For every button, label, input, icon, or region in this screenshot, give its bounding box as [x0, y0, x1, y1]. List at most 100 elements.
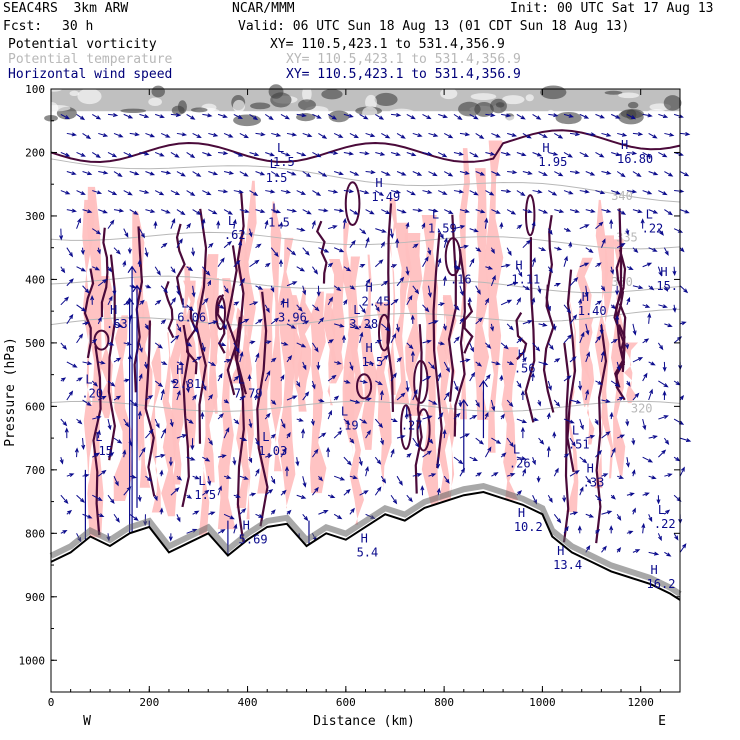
wind-vector — [642, 418, 647, 431]
extremum-value-label: 1.03 — [258, 444, 287, 458]
stratosphere-texture — [250, 102, 271, 110]
wind-vector — [218, 151, 229, 156]
extremum-type-label: L — [95, 430, 102, 444]
wind-vector — [365, 465, 369, 477]
wind-vector — [343, 151, 354, 156]
pv-contour — [234, 316, 245, 542]
wind-vector — [563, 304, 572, 314]
wind-vector — [82, 285, 90, 294]
wind-vector — [342, 217, 347, 229]
wind-vector — [673, 380, 681, 386]
wind-vector — [626, 189, 638, 194]
wind-vector — [217, 454, 227, 459]
wind-vector — [66, 171, 77, 176]
wind-vector — [396, 392, 406, 401]
wind-vector — [422, 415, 433, 420]
wind-vector — [664, 323, 673, 328]
wind-vector — [459, 358, 471, 363]
wind-vector — [679, 543, 687, 553]
tropopause-pv-contour — [50, 129, 681, 163]
extremum-type-label: H — [243, 519, 250, 533]
wind-vector — [60, 152, 71, 157]
wind-vector — [186, 418, 194, 424]
wind-vector — [490, 274, 496, 286]
wind-vector — [422, 189, 433, 194]
wind-vector — [249, 340, 256, 345]
wind-vector — [113, 208, 125, 213]
stratosphere-texture — [447, 110, 456, 126]
wind-vector — [485, 265, 494, 270]
stratosphere-texture — [645, 108, 667, 120]
extremum-value-label: .51 — [568, 437, 590, 451]
wind-vector — [422, 339, 432, 344]
wind-vector — [656, 495, 661, 505]
wind-vector — [453, 380, 459, 392]
pink-plume — [601, 235, 615, 479]
wind-vector — [312, 266, 319, 275]
wind-vector — [475, 247, 482, 252]
wind-vector — [239, 395, 246, 401]
wind-vector — [485, 113, 496, 118]
wind-vector — [673, 494, 682, 502]
pink-plume — [217, 278, 236, 530]
wind-vector — [160, 242, 168, 249]
theta-contour — [50, 158, 681, 203]
wind-vector — [680, 131, 691, 136]
wind-vector — [420, 485, 425, 496]
legend-wind-xy: XY= 110.5,423.1 to 531.4,356.9 — [286, 67, 521, 82]
wind-vector — [585, 434, 596, 439]
wind-vector — [176, 514, 181, 523]
extremum-type-label: H — [542, 141, 549, 155]
wind-vector — [595, 449, 603, 458]
wind-vector — [280, 341, 289, 346]
wind-vector — [113, 437, 123, 444]
wind-vector — [207, 393, 214, 401]
wind-vector — [343, 379, 351, 384]
wind-vector — [66, 208, 77, 213]
wind-vector — [475, 472, 482, 477]
wind-vector — [66, 361, 78, 368]
wind-vector — [239, 277, 246, 287]
wind-vector — [248, 418, 253, 429]
wind-vector — [459, 317, 464, 325]
pv-contour — [432, 232, 443, 469]
extremum-value-label: 3.28 — [349, 317, 378, 331]
wind-vector — [359, 151, 370, 156]
wind-vector — [186, 494, 193, 499]
wind-vector — [129, 474, 137, 479]
extremum-type-label: L — [432, 208, 439, 222]
pink-plume — [436, 296, 452, 502]
extremum-type-label: H — [176, 363, 183, 377]
wind-vector — [601, 132, 612, 137]
stratosphere-texture — [555, 111, 582, 125]
wind-vector — [59, 457, 64, 465]
wind-vector — [459, 170, 470, 175]
wind-vector — [318, 247, 330, 253]
wind-vector — [186, 190, 196, 197]
pv-closed-contour — [416, 408, 431, 452]
wind-vector — [107, 152, 118, 158]
wind-vector — [500, 413, 505, 420]
wind-vector — [501, 189, 512, 194]
wind-vector — [427, 285, 432, 298]
wind-vector — [359, 113, 369, 120]
wind-vector — [265, 152, 275, 157]
wind-vector — [679, 209, 690, 214]
wind-vector — [475, 285, 481, 295]
wind-vector — [280, 299, 285, 306]
extremum-value-label: 15. — [656, 279, 678, 293]
wind-vector — [679, 394, 685, 401]
wind-vector — [286, 355, 293, 363]
extremum-value-label: 16.2 — [647, 577, 676, 591]
wind-vector — [160, 209, 171, 214]
wind-vector — [679, 437, 692, 443]
wind-vector — [554, 246, 563, 251]
extremum-type-label: L — [238, 373, 245, 387]
wind-vector-long — [478, 379, 488, 439]
wind-vector — [601, 510, 613, 515]
wind-vector — [611, 151, 621, 157]
wind-vector — [76, 304, 87, 312]
wind-vector — [381, 323, 391, 332]
wind-vector — [343, 418, 351, 426]
wind-vector — [562, 495, 567, 503]
